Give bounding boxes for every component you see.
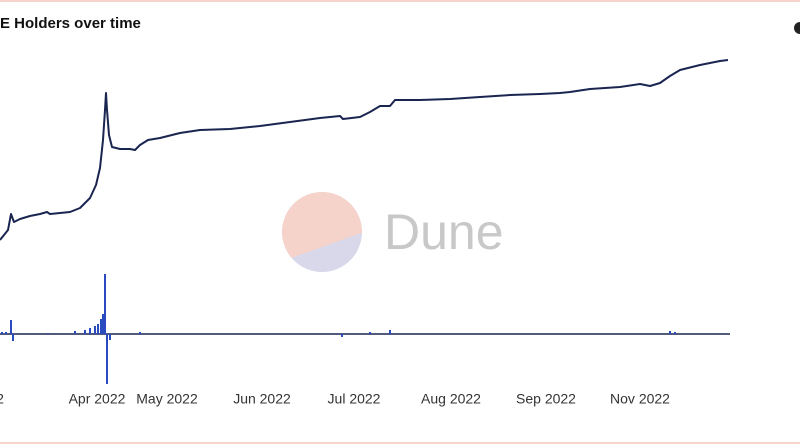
bar <box>84 330 86 334</box>
bar <box>74 331 76 334</box>
x-tick-label: Aug 2022 <box>421 391 481 407</box>
bar <box>5 332 7 334</box>
line <box>0 59 729 241</box>
bar <box>102 314 104 334</box>
bar <box>109 334 111 340</box>
x-tick-label: Apr 2022 <box>69 391 126 407</box>
bar <box>389 330 391 334</box>
bar <box>369 332 371 334</box>
bar <box>669 331 671 334</box>
bar <box>97 324 99 334</box>
watermark: Dune <box>384 204 504 260</box>
bar <box>1 332 3 334</box>
bar <box>89 328 91 334</box>
x-tick-label: May 2022 <box>136 391 198 407</box>
bar <box>12 334 14 341</box>
x-tick-label: Sep 2022 <box>516 391 576 407</box>
x-tick-label: Jul 2022 <box>328 391 381 407</box>
watermark-logo <box>282 192 362 272</box>
x-tick-label: Nov 2022 <box>610 391 670 407</box>
bar <box>94 326 96 334</box>
bar <box>106 334 108 384</box>
menu-icon[interactable] <box>794 22 800 34</box>
chart-title: E Holders over time <box>0 15 141 32</box>
bar <box>674 332 676 334</box>
bar <box>104 274 106 334</box>
bar <box>139 332 141 334</box>
bar <box>100 319 102 334</box>
bar <box>47 333 49 334</box>
bar <box>10 320 12 334</box>
x-tick-label: Jun 2022 <box>233 391 291 407</box>
x-tick-label: 2 <box>0 391 4 407</box>
bar <box>341 334 343 337</box>
